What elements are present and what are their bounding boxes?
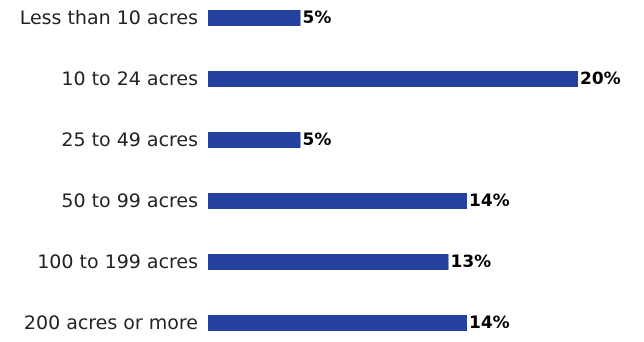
data-label: 20% (580, 69, 621, 89)
data-label: 5% (303, 8, 332, 28)
bar (208, 71, 578, 87)
category-label: 200 acres or more (24, 312, 198, 334)
bar (208, 254, 449, 270)
data-label: 5% (303, 130, 332, 150)
bar (208, 132, 301, 148)
category-label: 10 to 24 acres (61, 68, 198, 90)
data-label: 14% (469, 313, 510, 333)
category-label: 100 to 199 acres (37, 251, 198, 273)
category-label: 50 to 99 acres (61, 190, 198, 212)
category-label: Less than 10 acres (20, 7, 198, 29)
bar (208, 315, 467, 331)
data-label: 14% (469, 191, 510, 211)
category-label: 25 to 49 acres (61, 129, 198, 151)
bar (208, 10, 301, 26)
bar (208, 193, 467, 209)
data-label: 13% (451, 252, 492, 272)
